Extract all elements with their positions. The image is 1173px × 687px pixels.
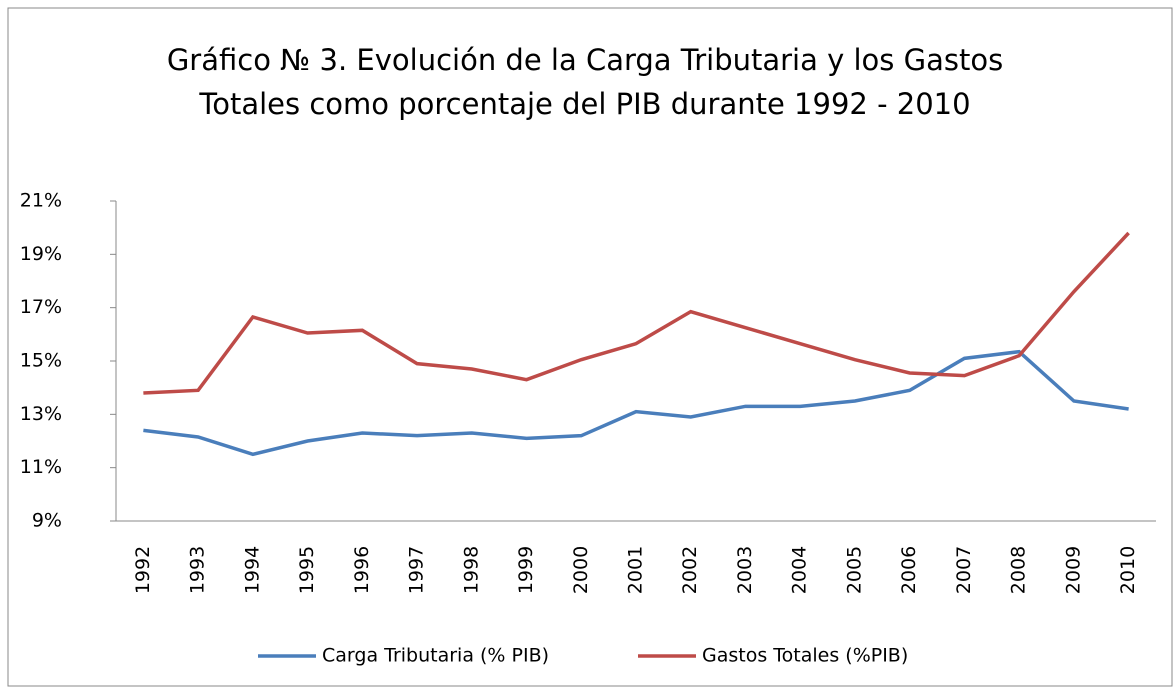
- chart-title: Gráfico № 3. Evolución de la Carga Tribu…: [166, 43, 1004, 121]
- x-tick-label: 2007: [953, 546, 975, 594]
- x-tick-label: 1999: [515, 546, 537, 594]
- x-tick-label: 2004: [789, 546, 811, 594]
- x-tick-label: 1993: [187, 546, 209, 594]
- legend-label: Gastos Totales (%PIB): [702, 645, 908, 667]
- x-tick-label: 2006: [898, 546, 920, 594]
- x-tick-label: 2002: [679, 546, 701, 594]
- y-tick-label: 11%: [20, 456, 62, 478]
- x-tick-label: 1992: [132, 546, 154, 594]
- x-tick-label: 2005: [843, 546, 865, 594]
- line-series: [143, 349, 1129, 457]
- y-tick-label: 17%: [20, 296, 62, 318]
- chart-border: [7, 7, 1173, 687]
- x-tick-label: 1995: [296, 546, 318, 594]
- y-tick-label: 9%: [32, 510, 62, 532]
- y-tick-label: 13%: [20, 403, 62, 425]
- x-tick-label: 2010: [1117, 546, 1139, 594]
- x-tick-label: 1998: [460, 546, 482, 594]
- x-tick-label: 1996: [351, 546, 373, 594]
- legend-label: Carga Tributaria (% PIB): [322, 645, 549, 667]
- x-tick-label: 1997: [406, 546, 428, 594]
- x-tick-label: 2000: [570, 546, 592, 594]
- y-tick-label: 15%: [20, 350, 62, 372]
- line-series: [143, 231, 1130, 395]
- y-tick-label: 21%: [20, 190, 62, 212]
- y-tick-label: 19%: [20, 243, 62, 265]
- x-tick-label: 2009: [1062, 546, 1084, 594]
- x-tick-label: 1994: [241, 546, 263, 594]
- x-tick-label: 2001: [625, 546, 647, 594]
- x-tick-label: 2003: [734, 546, 756, 594]
- x-tick-label: 2008: [1008, 546, 1030, 594]
